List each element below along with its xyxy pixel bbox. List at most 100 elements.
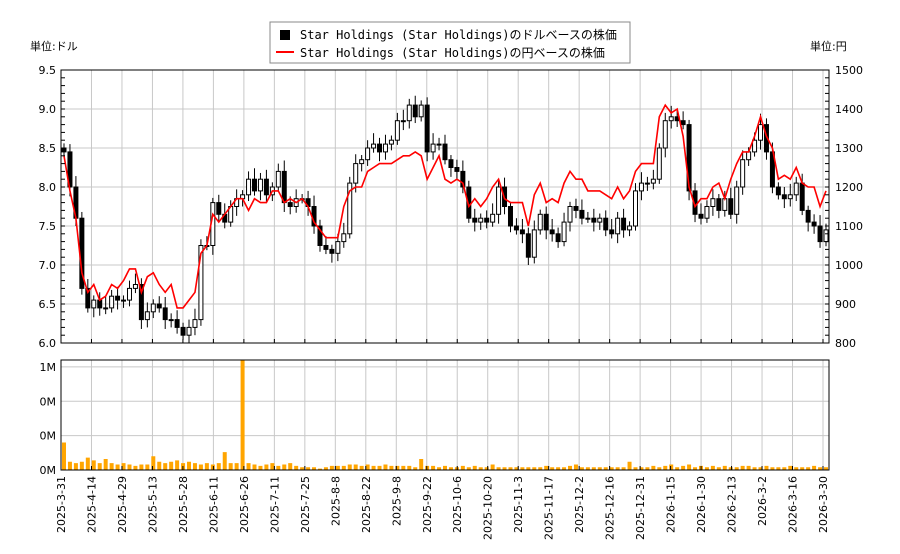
volume-bar	[740, 465, 745, 470]
candle-body	[686, 124, 692, 192]
left-unit-label: 単位:ドル	[30, 39, 78, 53]
volume-bar	[669, 464, 674, 470]
x-tick-label: 2026-2-13	[726, 476, 739, 533]
left-tick-label: 9.0	[39, 103, 57, 116]
candle-body	[126, 287, 132, 301]
volume-bar	[562, 467, 567, 470]
candle-body	[609, 229, 615, 235]
volume-bar	[175, 460, 180, 470]
volume-bar	[568, 465, 573, 470]
right-unit-label: 単位:円	[810, 39, 847, 53]
volume-bar	[97, 463, 102, 470]
x-tick-label: 2025-9-22	[421, 476, 434, 533]
volume-bar	[204, 463, 209, 470]
volume-bar	[758, 467, 763, 470]
volume-bar	[145, 464, 150, 470]
volume-bar	[341, 465, 346, 470]
candle-body	[823, 229, 829, 243]
volume-bar	[770, 467, 775, 470]
candle-body	[805, 209, 811, 223]
left-tick-label: 9.5	[39, 64, 57, 77]
candle-body	[371, 143, 377, 149]
candle-body	[573, 206, 579, 211]
volume-bar	[151, 456, 156, 470]
candle-body	[484, 217, 490, 223]
axes: 6.0 6.5 7.0 7.5 8.0 8.5 9.0 9.5 800 900 1000 1100 12…	[39, 64, 864, 540]
candle-body	[734, 186, 740, 215]
candle-body	[103, 307, 109, 310]
candle-body	[275, 170, 281, 188]
candle-body	[638, 182, 644, 192]
x-tick-label: 2026-1-15	[665, 476, 678, 533]
volume-bar	[710, 465, 715, 470]
volume-bar	[734, 467, 739, 470]
volume-bar	[466, 467, 471, 470]
volume-bar	[752, 467, 757, 470]
x-tick-label: 2025-12-31	[634, 476, 647, 540]
volume-bar	[812, 465, 817, 470]
volume-bar	[115, 464, 120, 470]
volume-bar	[85, 457, 90, 470]
volume-grid	[60, 360, 829, 471]
candle-body	[150, 303, 156, 313]
volume-bar	[264, 464, 269, 470]
candle-body	[168, 319, 174, 322]
candle-body	[317, 225, 323, 246]
candle-body	[543, 213, 549, 231]
volume-bar	[704, 467, 709, 470]
x-tick-label: 2025-12-16	[604, 476, 617, 540]
volume-bar	[377, 465, 382, 470]
candle-body	[460, 170, 466, 188]
candle-body	[716, 198, 722, 211]
candle-body	[341, 233, 347, 243]
volume-bar	[693, 467, 698, 470]
volume-bar	[282, 464, 287, 470]
volume-bar	[788, 465, 793, 470]
volume-bar	[609, 467, 614, 470]
x-tick-label: 2025-11-3	[512, 476, 525, 533]
volume-bar	[246, 463, 251, 470]
volume-bar	[258, 465, 263, 470]
volume-bar	[579, 467, 584, 470]
candle-body	[424, 104, 430, 153]
candle-body	[621, 217, 627, 231]
candle-body	[561, 221, 567, 243]
left-tick-label: 7.5	[39, 220, 57, 233]
volume-bar	[794, 467, 799, 470]
volume-bar	[681, 465, 686, 470]
volume-bar	[651, 465, 656, 470]
candle-body	[775, 186, 781, 196]
candle-body	[597, 217, 603, 223]
usd-candles	[61, 95, 829, 343]
volume-bar	[776, 467, 781, 470]
x-tick-label: 2025-10-6	[451, 476, 464, 533]
right-tick-label: 800	[835, 337, 856, 350]
candle-body	[418, 104, 424, 118]
x-tick-label: 2025-9-8	[390, 476, 403, 526]
candle-body	[758, 124, 764, 141]
volume-bar	[818, 467, 823, 470]
candle-body	[347, 182, 353, 235]
volume-bar	[109, 463, 114, 470]
volume-bar	[312, 467, 317, 470]
volume-bar	[317, 468, 322, 470]
candle-body	[109, 295, 115, 309]
candle-body	[281, 170, 287, 204]
volume-bar	[228, 463, 233, 470]
volume-bar	[276, 465, 281, 470]
candle-body	[85, 287, 91, 309]
volume-bar	[603, 467, 608, 470]
volume-bar	[514, 467, 519, 470]
x-tick-label: 2025-5-28	[177, 476, 190, 533]
left-tick-label: 8.5	[39, 142, 57, 155]
volume-bar	[192, 463, 197, 470]
candle-body	[132, 284, 138, 289]
x-tick-label: 2025-6-11	[207, 476, 220, 533]
volume-bar	[294, 465, 299, 470]
candle-body	[430, 143, 436, 153]
candle-body	[704, 206, 710, 219]
candle-body	[353, 163, 359, 184]
candle-body	[537, 213, 543, 231]
candle-body	[650, 178, 656, 184]
candle-body	[257, 178, 263, 192]
